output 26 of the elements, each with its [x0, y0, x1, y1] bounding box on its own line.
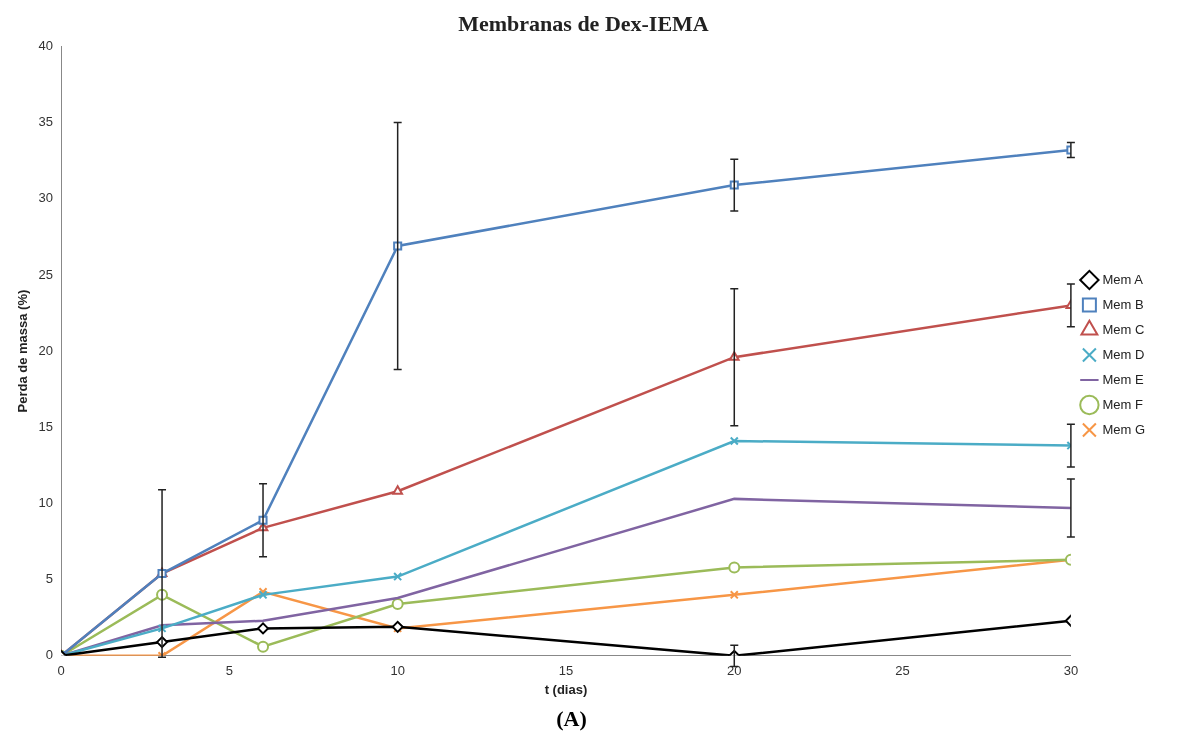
- x-tick-label: 10: [390, 663, 405, 679]
- y-tick-label: 40: [38, 37, 54, 53]
- y-axis-title: Perda de massa (%): [15, 289, 31, 413]
- y-tick-label: 10: [38, 495, 54, 511]
- legend-label: Mem E: [1102, 371, 1144, 387]
- y-tick-label: 35: [38, 114, 54, 130]
- text: (A): [555, 706, 588, 732]
- legend-label: Mem A: [1102, 271, 1144, 287]
- legend-label: Mem D: [1102, 346, 1145, 362]
- x-axis-title: t (dias): [544, 681, 588, 697]
- legend-label: Mem F: [1102, 396, 1143, 412]
- y-tick-label: 15: [38, 418, 54, 434]
- x-tick-label: 15: [558, 663, 574, 679]
- y-tick-label: 20: [38, 342, 54, 358]
- x-tick-label: 25: [895, 663, 910, 679]
- x-tick-label: 5: [225, 663, 233, 679]
- legend-label: Mem G: [1102, 421, 1146, 437]
- y-tick-label: 0: [45, 647, 54, 663]
- y-tick-label: 5: [45, 571, 54, 587]
- legend-label: Mem B: [1102, 296, 1144, 312]
- y-tick-label: 30: [38, 190, 54, 206]
- x-tick-label: 30: [1063, 663, 1079, 679]
- legend-label: Mem C: [1102, 321, 1145, 337]
- x-tick-label: 0: [57, 663, 65, 679]
- chart-title: Membranas de Dex-IEMA: [458, 10, 709, 36]
- y-tick-label: 25: [38, 266, 54, 282]
